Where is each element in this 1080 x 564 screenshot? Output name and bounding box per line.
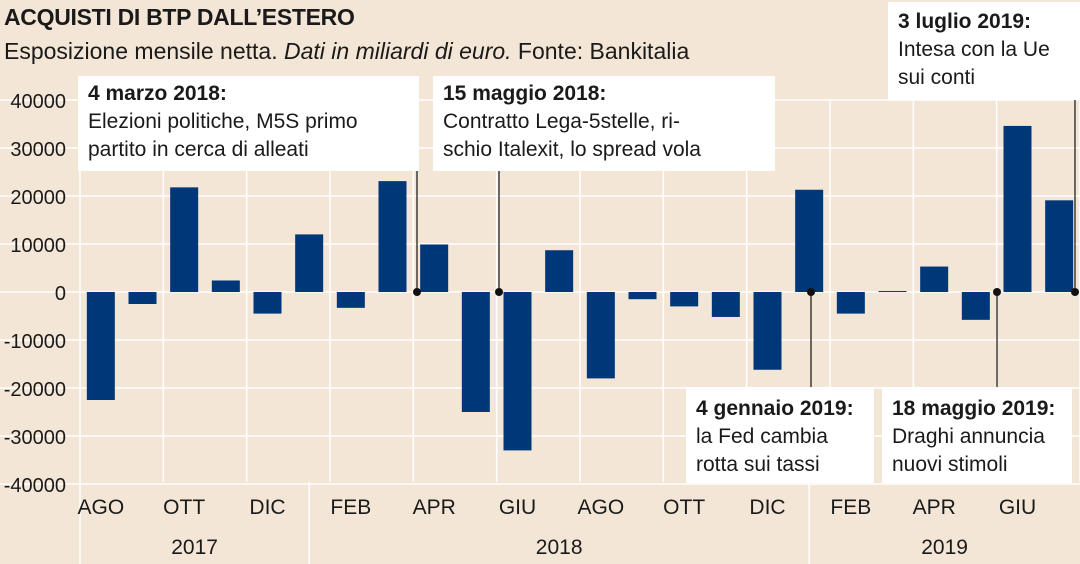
year-label: 2018: [536, 536, 583, 559]
y-tick-label: -10000: [4, 331, 66, 353]
y-tick-label: -20000: [4, 379, 66, 401]
bar-2017-11: [211, 280, 240, 292]
bar-2018-10: [670, 292, 699, 307]
bar-2019-01: [795, 189, 824, 292]
annotation-box-luglio-2019: 3 luglio 2019: Intesa con la Ue sui cont…: [888, 2, 1080, 100]
bar-2018-01: [295, 234, 324, 292]
annotation-box-maggio-2019: 18 maggio 2019: Draghi annuncia nuovi st…: [882, 387, 1072, 483]
bar-2018-06: [503, 292, 532, 451]
bar-2018-07: [545, 250, 574, 292]
bar-2017-12: [253, 292, 282, 314]
annotation-date: 4 gennaio 2019:: [696, 397, 854, 420]
y-tick-label: 10000: [10, 235, 66, 257]
subtitle-units: Dati in miliardi di euro.: [284, 38, 512, 64]
x-tick-label: DIC: [749, 496, 785, 519]
annotation-box-maggio-2018: 15 maggio 2018: Contratto Lega-5stelle, …: [433, 76, 775, 171]
bar-2017-09: [128, 292, 157, 304]
bar-2018-11: [711, 292, 740, 317]
y-tick-label: 30000: [10, 139, 66, 161]
y-tick-label: 0: [55, 283, 66, 305]
bar-2018-08: [586, 292, 615, 379]
chart-title: ACQUISTI DI BTP DALL’ESTERO: [4, 4, 355, 30]
annotation-text-line: Draghi annuncia: [892, 425, 1045, 448]
x-tick-label: FEB: [330, 496, 371, 519]
subtitle-source: Fonte: Bankitalia: [517, 38, 690, 64]
annotation-box-gennaio-2019: 4 gennaio 2019: la Fed cambia rotta sui …: [686, 387, 874, 483]
y-tick-label: 40000: [10, 91, 66, 113]
subtitle-measure: Esposizione mensile netta.: [4, 38, 278, 64]
annotation-text-line: rotta sui tassi: [696, 453, 820, 476]
x-tick-label: OTT: [663, 496, 705, 519]
x-tick-label: AGO: [77, 496, 124, 519]
bar-2019-06: [1003, 125, 1032, 292]
bar-2018-02: [336, 292, 365, 308]
annotation-box-marzo-2018: 4 marzo 2018: Elezioni politiche, M5S pr…: [78, 76, 419, 171]
annotation-date: 4 marzo 2018:: [88, 82, 227, 105]
x-tick-label: DIC: [249, 496, 285, 519]
bar-2019-04: [920, 266, 949, 292]
annotation-dot: [1071, 288, 1079, 296]
annotation-date: 18 maggio 2019:: [892, 397, 1056, 420]
x-tick-label: APR: [913, 496, 956, 519]
annotation-text-line: Contratto Lega-5stelle, ri-: [443, 110, 680, 133]
annotation-text-line: partito in cerca di alleati: [88, 138, 309, 161]
x-tick-label: APR: [413, 496, 456, 519]
year-label: 2019: [921, 536, 968, 559]
x-tick-label: AGO: [577, 496, 624, 519]
annotation-text-line: schio Italexit, lo spread vola: [443, 138, 701, 161]
annotation-text-line: la Fed cambia: [696, 425, 828, 448]
bar-2019-03: [878, 291, 907, 293]
annotation-text-line: Elezioni politiche, M5S primo: [88, 110, 358, 133]
chart-subtitle: Esposizione mensile netta. Dati in milia…: [4, 38, 689, 65]
bar-2018-09: [628, 292, 657, 300]
x-tick-label: GIU: [999, 496, 1036, 519]
bar-2019-02: [836, 292, 865, 314]
bar-2018-04: [420, 244, 449, 292]
y-tick-label: 20000: [10, 187, 66, 209]
annotation-date: 3 luglio 2019:: [898, 10, 1032, 33]
x-tick-label: FEB: [830, 496, 871, 519]
bar-2018-12: [753, 292, 782, 370]
x-tick-label: OTT: [163, 496, 205, 519]
bar-2017-08: [86, 292, 115, 400]
bar-2019-07: [1045, 200, 1074, 292]
annotation-text-line: Intesa con la Ue: [898, 38, 1050, 61]
annotation-dot: [413, 288, 421, 296]
x-tick-label: GIU: [499, 496, 536, 519]
year-label: 2017: [171, 536, 218, 559]
bar-2018-03: [378, 181, 407, 292]
annotation-text-line: nuovi stimoli: [892, 453, 1008, 476]
bar-2019-05: [961, 292, 990, 320]
bar-2018-05: [461, 292, 490, 412]
annotation-text-line: sui conti: [898, 66, 976, 89]
annotation-dot: [807, 288, 815, 296]
annotation-dot: [495, 288, 503, 296]
bar-2017-10: [170, 187, 199, 292]
y-tick-label: -40000: [4, 475, 66, 497]
y-tick-label: -30000: [4, 427, 66, 449]
annotation-dot: [993, 288, 1001, 296]
annotation-date: 15 maggio 2018:: [443, 82, 607, 105]
